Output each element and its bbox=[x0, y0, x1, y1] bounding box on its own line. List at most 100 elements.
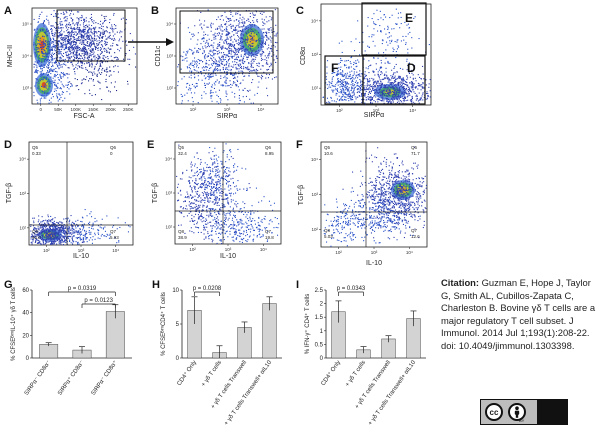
event-dot bbox=[213, 54, 215, 56]
event-dot bbox=[386, 100, 388, 102]
event-dot bbox=[50, 28, 52, 30]
event-dot bbox=[333, 69, 335, 71]
event-dot bbox=[252, 79, 254, 81]
event-dot bbox=[66, 40, 68, 42]
event-dot bbox=[370, 64, 372, 66]
event-dot bbox=[100, 48, 102, 50]
event-dot bbox=[206, 66, 208, 68]
event-dot bbox=[387, 92, 389, 94]
event-dot bbox=[47, 214, 49, 216]
event-dot bbox=[234, 61, 236, 63]
event-dot bbox=[398, 102, 400, 104]
event-dot bbox=[382, 90, 384, 92]
event-dot bbox=[73, 59, 75, 61]
event-dot bbox=[368, 46, 370, 48]
event-dot bbox=[374, 45, 376, 47]
event-dot bbox=[349, 61, 351, 63]
event-dot bbox=[387, 87, 389, 89]
event-dot bbox=[398, 46, 400, 48]
event-dot bbox=[62, 73, 64, 75]
event-dot bbox=[85, 25, 87, 27]
event-dot bbox=[39, 43, 41, 45]
event-dot bbox=[391, 69, 393, 71]
event-dot bbox=[63, 235, 65, 237]
event-dot bbox=[73, 68, 75, 70]
event-dot bbox=[248, 51, 250, 53]
event-dot bbox=[45, 219, 47, 221]
event-dot bbox=[218, 102, 220, 104]
event-dot bbox=[342, 76, 344, 78]
event-dot bbox=[54, 240, 56, 242]
event-dot bbox=[38, 61, 40, 63]
event-dot bbox=[102, 33, 104, 35]
event-dot bbox=[44, 86, 46, 88]
event-dot bbox=[84, 56, 86, 58]
event-dot bbox=[242, 46, 244, 48]
event-dot bbox=[340, 85, 342, 87]
event-dot bbox=[204, 84, 206, 86]
event-dot bbox=[65, 218, 67, 220]
event-dot bbox=[360, 88, 362, 90]
event-dot bbox=[60, 61, 62, 63]
event-dot bbox=[214, 61, 216, 63]
event-dot bbox=[388, 90, 390, 92]
event-dot bbox=[186, 83, 188, 85]
event-dot bbox=[42, 227, 44, 229]
event-dot bbox=[72, 243, 74, 245]
event-dot bbox=[218, 32, 220, 34]
event-dot bbox=[62, 236, 64, 238]
event-dot bbox=[250, 25, 252, 27]
event-dot bbox=[219, 57, 221, 59]
event-dot bbox=[81, 233, 83, 235]
event-dot bbox=[100, 31, 102, 33]
event-dot bbox=[71, 10, 73, 12]
event-dot bbox=[268, 32, 270, 34]
event-dot bbox=[193, 73, 195, 75]
event-dot bbox=[226, 30, 228, 32]
event-dot bbox=[78, 49, 80, 51]
event-dot bbox=[243, 101, 245, 103]
event-dot bbox=[389, 89, 391, 91]
event-dot bbox=[73, 40, 75, 42]
event-dot bbox=[83, 19, 85, 21]
event-dot bbox=[213, 87, 215, 89]
event-dot bbox=[113, 66, 115, 68]
event-dot bbox=[50, 233, 52, 235]
event-dot bbox=[67, 228, 69, 230]
event-dot bbox=[423, 96, 425, 98]
event-dot bbox=[208, 38, 210, 40]
event-dot bbox=[58, 232, 60, 234]
event-dot bbox=[39, 75, 41, 77]
event-dot bbox=[109, 37, 111, 39]
event-dot bbox=[58, 63, 60, 65]
event-dot bbox=[195, 200, 197, 202]
event-dot bbox=[65, 227, 67, 229]
event-dot bbox=[101, 99, 103, 101]
event-dot bbox=[236, 19, 238, 21]
event-dot bbox=[77, 219, 79, 221]
event-dot bbox=[65, 237, 67, 239]
event-dot bbox=[41, 11, 43, 13]
event-dot bbox=[64, 48, 66, 50]
event-dot bbox=[35, 239, 37, 241]
event-dot bbox=[61, 64, 63, 66]
event-dot bbox=[73, 59, 75, 61]
event-dot bbox=[379, 93, 381, 95]
event-dot bbox=[76, 231, 78, 233]
event-dot bbox=[359, 70, 361, 72]
event-dot bbox=[56, 71, 58, 73]
event-dot bbox=[51, 62, 53, 64]
event-dot bbox=[101, 72, 103, 74]
event-dot bbox=[57, 24, 59, 26]
event-dot bbox=[400, 100, 402, 102]
event-dot bbox=[218, 60, 220, 62]
event-dot bbox=[49, 60, 51, 62]
event-dot bbox=[379, 99, 381, 101]
event-dot bbox=[193, 34, 195, 36]
event-dot bbox=[37, 28, 39, 30]
event-dot bbox=[75, 31, 77, 33]
event-dot bbox=[238, 48, 240, 50]
event-dot bbox=[51, 55, 53, 57]
event-dot bbox=[256, 39, 258, 41]
event-dot bbox=[68, 56, 70, 58]
